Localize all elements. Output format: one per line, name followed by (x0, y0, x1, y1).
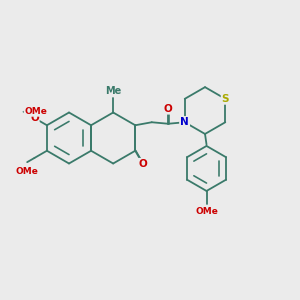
Text: Me: Me (105, 86, 121, 96)
Text: O: O (30, 113, 39, 123)
Text: OMe: OMe (16, 167, 39, 176)
Text: N: N (180, 117, 189, 127)
Text: S: S (221, 94, 229, 104)
Text: O: O (164, 104, 172, 114)
Text: O: O (138, 159, 147, 169)
Text: OMe: OMe (195, 207, 218, 216)
Text: N: N (180, 117, 189, 127)
Text: OMe: OMe (24, 107, 47, 116)
Text: N: N (180, 117, 189, 127)
